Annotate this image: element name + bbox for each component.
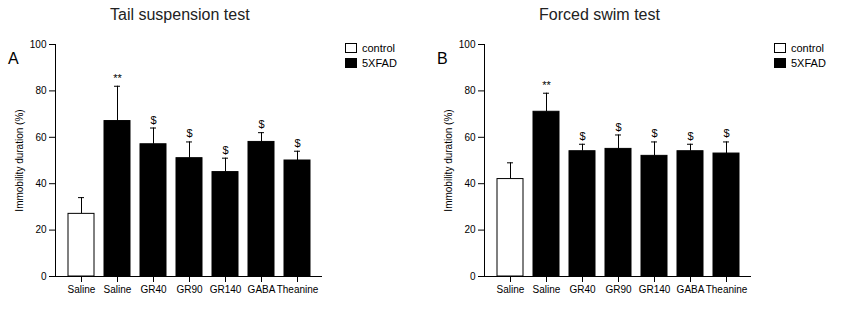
svg-text:**: ** — [113, 72, 122, 84]
html-text:control: control — [362, 41, 395, 54]
html-text:5XFAD: 5XFAD — [362, 56, 397, 69]
svg-text:100: 100 — [30, 39, 47, 50]
svg-text:**: ** — [542, 79, 551, 91]
svg-text:$: $ — [579, 130, 585, 142]
svg-text:$: $ — [615, 121, 621, 133]
html-text:Forced swim test: Forced swim test — [539, 6, 660, 23]
svg-text:0: 0 — [41, 271, 47, 282]
svg-text:60: 60 — [464, 132, 476, 143]
svg-text:GR40: GR40 — [569, 284, 596, 295]
svg-text:60: 60 — [35, 132, 47, 143]
svg-text:GABA: GABA — [248, 284, 276, 295]
svg-text:Saline: Saline — [497, 284, 525, 295]
svg-text:80: 80 — [464, 85, 476, 96]
svg-text:GR90: GR90 — [176, 284, 203, 295]
svg-text:20: 20 — [464, 224, 476, 235]
html-text:5XFAD: 5XFAD — [791, 56, 826, 69]
svg-text:GR140: GR140 — [210, 284, 242, 295]
svg-text:$: $ — [258, 118, 264, 130]
svg-text:80: 80 — [35, 85, 47, 96]
html-text:A: A — [8, 50, 19, 67]
svg-text:GR140: GR140 — [639, 284, 671, 295]
svg-text:Theanine: Theanine — [277, 284, 319, 295]
svg-text:Saline: Saline — [68, 284, 96, 295]
svg-text:$: $ — [651, 127, 657, 139]
html-text:Tail suspension test: Tail suspension test — [110, 6, 250, 23]
svg-text:Saline: Saline — [533, 284, 561, 295]
svg-text:40: 40 — [464, 178, 476, 189]
html-text:control: control — [791, 41, 824, 54]
svg-text:GR40: GR40 — [140, 284, 167, 295]
svg-text:Immobility duration (%): Immobility duration (%) — [14, 109, 25, 211]
svg-text:Theanine: Theanine — [706, 284, 748, 295]
svg-text:Saline: Saline — [104, 284, 132, 295]
svg-text:$: $ — [294, 137, 300, 149]
svg-text:100: 100 — [459, 39, 476, 50]
svg-text:$: $ — [687, 130, 693, 142]
svg-text:$: $ — [723, 127, 729, 139]
svg-text:$: $ — [186, 127, 192, 139]
svg-text:40: 40 — [35, 178, 47, 189]
svg-text:Immobility duration (%): Immobility duration (%) — [443, 109, 454, 211]
svg-text:$: $ — [222, 144, 228, 156]
svg-text:GR90: GR90 — [605, 284, 632, 295]
html-text:B: B — [437, 50, 448, 67]
svg-text:20: 20 — [35, 224, 47, 235]
svg-text:0: 0 — [470, 271, 476, 282]
svg-text:$: $ — [150, 114, 156, 126]
svg-text:GABA: GABA — [677, 284, 705, 295]
